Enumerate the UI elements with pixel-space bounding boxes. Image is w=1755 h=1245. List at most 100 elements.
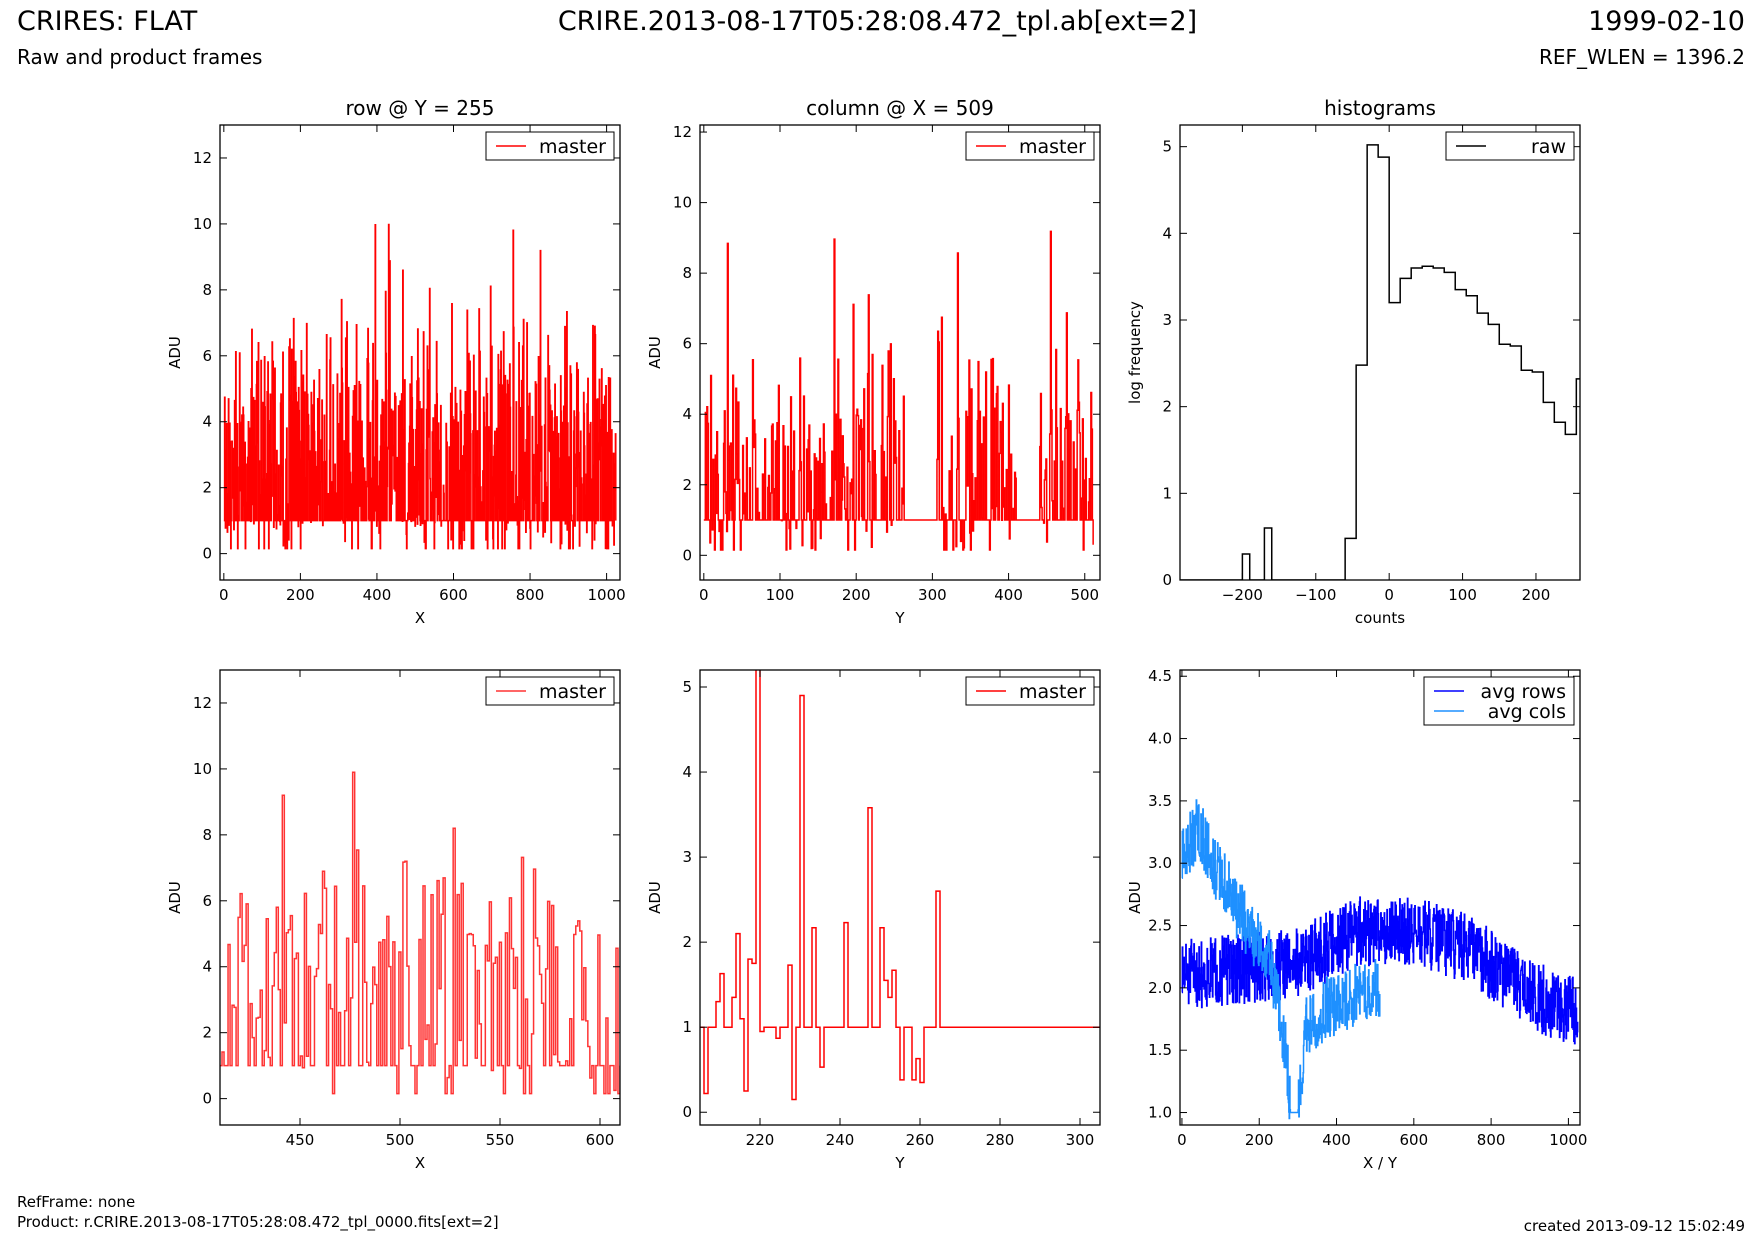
y-tick-label: 2 (682, 933, 692, 951)
y-tick-label: 6 (202, 892, 212, 910)
series-master-line (223, 223, 617, 550)
plot-frame (699, 124, 1101, 581)
x-tick-label: 100 (1448, 586, 1477, 604)
legend-label: raw (1531, 136, 1566, 158)
x-tick-label: 500 (1070, 586, 1099, 604)
y-axis-label: ADU (166, 336, 184, 369)
x-tick-label: 240 (826, 1131, 855, 1149)
header-filename: CRIRE.2013-08-17T05:28:08.472_tpl.ab[ext… (557, 6, 1198, 37)
x-tick-label: 1000 (588, 586, 626, 604)
footer-created: created 2013-09-12 15:02:49 (1523, 1217, 1745, 1235)
plot-frame (1179, 124, 1581, 581)
x-tick-label: 450 (286, 1131, 315, 1149)
chart-title: row @ Y = 255 (346, 96, 495, 120)
y-tick-label: 0 (682, 1103, 692, 1121)
x-axis-label: X (415, 1154, 425, 1172)
legend-label: master (539, 136, 606, 158)
chart-row-zoom: 450 500 550 600 0 2 4 6 8 10 12 X ADU master (166, 669, 621, 1172)
footer-product: Product: r.CRIRE.2013-08-17T05:28:08.472… (17, 1213, 499, 1231)
y-tick-label: 12 (193, 149, 212, 167)
legend-label: master (1019, 136, 1086, 158)
x-tick-label: 260 (906, 1131, 935, 1149)
y-tick-label: 2 (1162, 398, 1172, 416)
x-axis-label: counts (1355, 609, 1405, 627)
x-tick-label: 600 (1399, 1131, 1428, 1149)
header-title: CRIRES: FLAT (17, 6, 198, 37)
x-tick-label: −200 (1222, 586, 1263, 604)
y-tick-label: 2 (202, 1024, 212, 1042)
y-tick-label: 3 (682, 848, 692, 866)
series-avg-cols-line (1181, 799, 1381, 1120)
y-tick-label: 0 (202, 1090, 212, 1108)
y-tick-label: 2.5 (1148, 917, 1172, 935)
x-tick-label: 100 (766, 586, 795, 604)
y-tick-label: 12 (193, 694, 212, 712)
legend-label: master (1019, 681, 1086, 703)
y-tick-label: 5 (682, 678, 692, 696)
y-axis-label: ADU (166, 881, 184, 914)
x-tick-label: −100 (1295, 586, 1336, 604)
x-tick-label: 220 (746, 1131, 775, 1149)
legend (1423, 676, 1575, 726)
x-tick-label: 800 (1477, 1131, 1506, 1149)
x-tick-label: 200 (1245, 1131, 1274, 1149)
x-tick-label: 300 (918, 586, 947, 604)
y-tick-label: 0 (202, 545, 212, 563)
x-tick-label: 600 (439, 586, 468, 604)
x-tick-label: 500 (386, 1131, 415, 1149)
x-axis-label: X (415, 609, 425, 627)
y-tick-label: 10 (673, 194, 692, 212)
series-raw-line (1180, 144, 1580, 580)
chart-title: column @ X = 509 (806, 96, 994, 120)
legend-label: avg cols (1488, 701, 1566, 723)
plot-frame (219, 669, 621, 1126)
footer-ref-frame: RefFrame: none (17, 1193, 136, 1211)
x-axis-label: Y (894, 1154, 905, 1172)
chart-col-zoom: 220 240 260 280 300 0 1 2 3 4 5 Y ADU master (646, 669, 1101, 1172)
series-master-line (220, 771, 620, 1095)
x-axis-label: X / Y (1363, 1154, 1398, 1172)
y-tick-label: 4.0 (1148, 730, 1172, 748)
chart-histograms: −200 −100 0 100 200 0 1 2 3 4 5 histograms counts log… (1126, 96, 1581, 627)
chart-col-full: 0 100 200 300 400 500 0 2 4 6 8 10 12 column @ X = 50… (646, 96, 1101, 627)
y-axis-label: ADU (646, 881, 664, 914)
y-tick-label: 6 (682, 335, 692, 353)
y-tick-label: 6 (202, 347, 212, 365)
y-axis-label: ADU (1126, 881, 1144, 914)
y-tick-label: 2.0 (1148, 979, 1172, 997)
y-tick-label: 4.5 (1148, 667, 1172, 685)
x-tick-label: 1000 (1549, 1131, 1587, 1149)
series-master-line (703, 230, 1094, 551)
y-tick-label: 10 (193, 215, 212, 233)
chart-averages: 0 200 400 600 800 1000 1.0 1.5 2.0 2.5 3.0 3.5 4.0 4.… (1126, 667, 1587, 1172)
y-tick-label: 3.5 (1148, 792, 1172, 810)
y-tick-label: 8 (202, 281, 212, 299)
y-tick-label: 8 (682, 264, 692, 282)
x-tick-label: 550 (486, 1131, 515, 1149)
y-tick-label: 2 (682, 476, 692, 494)
x-tick-label: 0 (1384, 586, 1394, 604)
y-tick-label: 10 (193, 760, 212, 778)
y-tick-label: 5 (1162, 138, 1172, 156)
y-tick-label: 4 (202, 958, 212, 976)
y-tick-label: 1.0 (1148, 1104, 1172, 1122)
header-subtitle: Raw and product frames (17, 45, 263, 69)
y-tick-label: 4 (682, 405, 692, 423)
x-tick-label: 200 (842, 586, 871, 604)
x-tick-label: 0 (1177, 1131, 1187, 1149)
x-tick-label: 0 (219, 586, 229, 604)
y-tick-label: 3.0 (1148, 854, 1172, 872)
y-tick-label: 4 (202, 413, 212, 431)
legend-label: master (539, 681, 606, 703)
chart-title: histograms (1324, 96, 1436, 120)
header-date: 1999-02-10 (1588, 6, 1745, 37)
legend-label: avg rows (1481, 681, 1566, 703)
y-tick-label: 4 (682, 763, 692, 781)
plot-frame (1179, 669, 1581, 1126)
y-tick-label: 1.5 (1148, 1041, 1172, 1059)
y-tick-label: 0 (682, 546, 692, 564)
x-tick-label: 0 (699, 586, 709, 604)
y-axis-label: ADU (646, 336, 664, 369)
x-tick-label: 280 (986, 1131, 1015, 1149)
